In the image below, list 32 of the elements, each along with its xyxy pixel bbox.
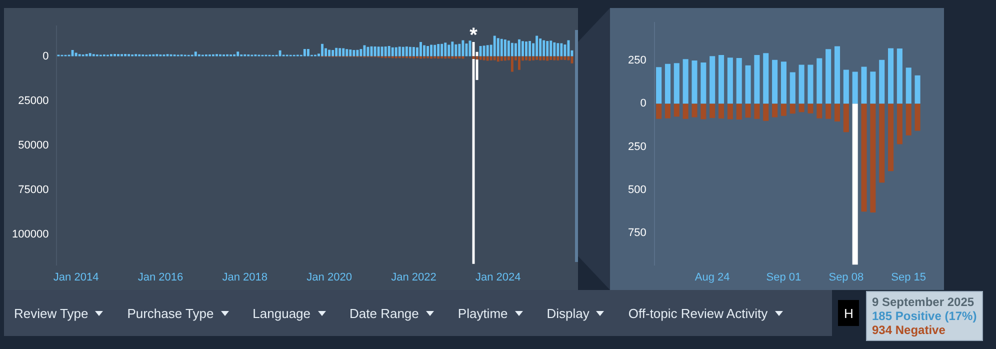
y-tick-label: 250: [628, 140, 646, 153]
x-tick-label: Jan 2016: [138, 271, 184, 284]
y-tick-label: 50000: [18, 139, 49, 152]
text: Purchase Type: [127, 306, 214, 320]
text: Playtime: [458, 306, 508, 320]
x-tick-label: Aug 24: [694, 271, 730, 284]
text: 934 Negative: [872, 323, 946, 337]
text: Language: [252, 306, 311, 320]
annotation: *: [470, 24, 478, 47]
text: Review Type: [14, 306, 88, 320]
text: 9 September 2025: [872, 295, 976, 309]
text: Off-topic Review Activity: [628, 306, 768, 320]
y-tick-label: 500: [628, 184, 646, 196]
x-tick-label: Jan 2022: [391, 271, 436, 284]
x-tick-label: Jan 2024: [475, 271, 521, 284]
text: Display: [546, 306, 590, 320]
x-tick-label: Jan 2020: [306, 271, 352, 284]
y-tick-label: 0: [42, 50, 49, 62]
y-tick-label: 750: [628, 227, 646, 240]
y-tick-label: 100000: [12, 228, 49, 241]
x-tick-label: Sep 15: [891, 271, 926, 284]
text: H: [838, 300, 860, 326]
x-tick-label: Jan 2018: [222, 271, 268, 284]
y-tick-label: 0: [640, 98, 646, 110]
text: 185 Positive (17%): [872, 309, 977, 323]
y-tick-label: 25000: [18, 94, 49, 107]
text: Date Range: [350, 306, 419, 320]
x-tick-label: Sep 08: [828, 271, 864, 284]
x-tick-label: Sep 01: [766, 271, 802, 284]
y-tick-label: 75000: [18, 184, 49, 196]
y-tick-label: 250: [628, 54, 646, 67]
x-tick-label: Jan 2014: [53, 271, 99, 284]
